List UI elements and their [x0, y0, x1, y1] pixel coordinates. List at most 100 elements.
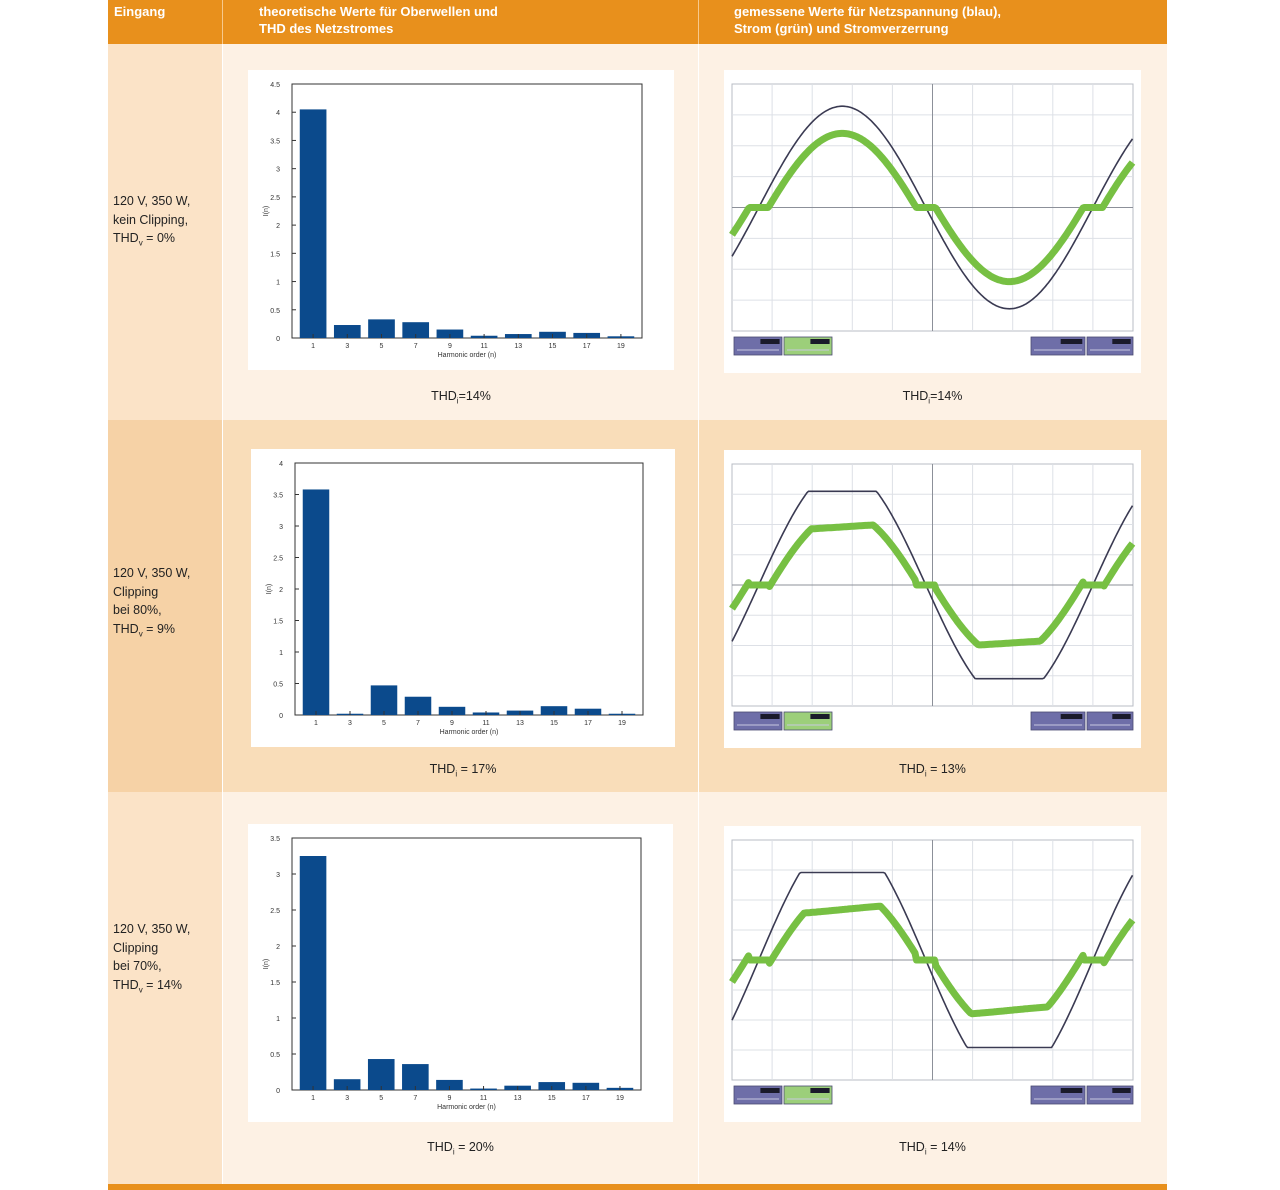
scope-status-time-inner — [1060, 339, 1083, 344]
table-header: Eingang theoretische Werte für Oberwelle… — [108, 0, 1167, 44]
x-tick-label: 19 — [616, 1095, 624, 1102]
bottom-bar — [108, 1184, 1167, 1190]
header-theory-line1: theoretische Werte für Oberwellen und — [259, 4, 498, 19]
header-input-text: Eingang — [114, 4, 166, 19]
x-axis-label: Harmonic order (n) — [440, 729, 499, 736]
bar-15 — [540, 706, 568, 715]
x-tick-label: 3 — [345, 343, 349, 350]
row-2-label-line2: Clipping — [113, 584, 159, 599]
bar-1 — [302, 489, 330, 715]
y-tick-label: 3.5 — [270, 138, 280, 145]
x-tick-label: 17 — [582, 1095, 590, 1102]
y-tick-label: 2 — [276, 223, 280, 230]
oscilloscope-waveform-1 — [729, 83, 1136, 356]
scope-status-trigger-inner — [1112, 339, 1131, 344]
x-tick-label: 15 — [550, 720, 558, 727]
row-3-theory-thd: THDi = 20% — [427, 1140, 494, 1157]
bar-9 — [436, 329, 464, 338]
x-tick-label: 3 — [345, 1095, 349, 1102]
voltage-trace — [731, 490, 1134, 680]
y-tick-label: 0.5 — [270, 308, 280, 315]
y-tick-label: 1 — [276, 280, 280, 287]
harmonics-bar-chart-1: 00.511.522.533.544.51 3 5 7 9 11 13 15 17 19Harmo… — [263, 82, 643, 359]
y-tick-label: 3.5 — [270, 836, 280, 843]
y-tick-label: 1.5 — [270, 980, 280, 987]
scope-status-ch1-inner — [760, 1088, 780, 1093]
row-1-label-line3: THDv = 0% — [113, 231, 176, 248]
oscilloscope-3 — [724, 826, 1141, 1122]
y-tick-label: 2 — [276, 944, 280, 951]
bar-9 — [438, 706, 466, 715]
y-tick-label: 0.5 — [273, 682, 283, 689]
scope-status-trigger-inner — [1112, 1088, 1131, 1093]
scope-status-ch1-inner — [760, 714, 780, 719]
row-3-label: 120 V, 350 W, Clipping bei 70%, THDv = 1… — [113, 920, 221, 1000]
x-tick-label: 1 — [314, 720, 318, 727]
y-tick-label: 2.5 — [270, 908, 280, 915]
row-1-label-line2: kein Clipping, — [113, 212, 189, 227]
plot-frame — [294, 462, 644, 716]
current-trace — [729, 129, 1136, 286]
y-tick-label: 1.5 — [273, 619, 283, 626]
bar-3 — [333, 325, 361, 338]
row-2-theory-thd: THDi = 17% — [429, 762, 497, 779]
scope-status-trigger-inner — [1112, 714, 1131, 719]
row-2-label: 120 V, 350 W, Clipping bei 80%, THDv = 9… — [113, 564, 221, 644]
x-tick-label: 13 — [516, 720, 524, 727]
x-tick-label: 17 — [583, 343, 591, 350]
current-trace — [729, 902, 1136, 1018]
x-tick-label: 11 — [480, 1095, 487, 1102]
table-row-1: 120 V, 350 W, kein Clipping, THDv = 0% 0… — [108, 44, 1167, 420]
y-tick-label: 0 — [279, 713, 283, 720]
row-1-label: 120 V, 350 W, kein Clipping, THDv = 0% — [113, 192, 221, 253]
row-3-label-line2: Clipping — [113, 940, 159, 955]
x-tick-label: 19 — [617, 343, 625, 350]
row-1-theory-thd: THDi=14% — [431, 389, 491, 406]
bar-1 — [299, 856, 327, 1090]
harmonics-chart-1: 0 0.5 1 1.5 2 2.5 3 3.5 4 4.5 1 3 5 7 9 11 13 15 17 19 Harmo… — [248, 70, 674, 370]
x-tick-label: 7 — [416, 720, 420, 727]
y-tick-label: 4 — [276, 110, 280, 117]
header-theory-line2: THD des Netzstromes — [259, 21, 394, 36]
bar-5 — [367, 1059, 395, 1090]
y-tick-label: 3.5 — [273, 493, 283, 500]
y-tick-label: 3 — [276, 872, 280, 879]
header-measured: gemessene Werte für Netzspannung (blau),… — [728, 0, 1167, 44]
scope-status-ch1-inner — [760, 339, 780, 344]
harmonics-table: Eingang theoretische Werte für Oberwelle… — [108, 0, 1167, 1190]
x-tick-label: 19 — [618, 720, 626, 727]
x-tick-label: 1 — [311, 343, 315, 350]
y-axis-label: I(n) — [263, 206, 270, 217]
y-tick-label: 1 — [276, 1016, 280, 1023]
row-2-label-line4: THDv = 9% — [113, 621, 176, 639]
x-tick-label: 5 — [379, 1095, 383, 1102]
plot-frame — [291, 83, 643, 339]
scope-status-ch2-inner — [810, 1088, 830, 1093]
scope-status-time-inner — [1060, 1088, 1083, 1093]
x-tick-label: 5 — [380, 343, 384, 350]
harmonics-chart-3: 0 0.5 1 1.5 2 2.5 3 3.5 1 3 5 7 9 11 13 15 17 19 Harmonic … — [248, 824, 673, 1122]
x-tick-label: 13 — [514, 1095, 522, 1102]
table-row-2: 120 V, 350 W, Clipping bei 80%, THDv = 9… — [108, 420, 1167, 792]
x-tick-label: 11 — [480, 343, 487, 350]
row-1-measured-thd: THDi=14% — [902, 389, 963, 406]
bar-9 — [436, 1079, 463, 1090]
x-tick-label: 17 — [584, 720, 592, 727]
row-3-measured-thd: THDi = 14% — [899, 1140, 966, 1157]
row-2-label-line3: bei 80%, — [113, 603, 162, 617]
y-tick-label: 1 — [279, 650, 283, 657]
x-tick-label: 9 — [450, 720, 454, 727]
oscilloscope-waveform-2 — [729, 463, 1136, 731]
harmonics-chart-2: 0 0.5 1 1.5 2 2.5 3 3.5 4 1 3 5 7 9 11 13 15 17 19 Harmonic… — [251, 449, 675, 747]
oscilloscope-waveform-3 — [729, 839, 1136, 1105]
x-tick-label: 5 — [382, 720, 386, 727]
row-2-measured-thd: THDi = 13% — [899, 762, 966, 779]
scope-status-time-inner — [1060, 714, 1083, 719]
harmonics-bar-chart-3: 00.511.522.533.51 3 5 7 9 11 13 15 17 19Harmonic … — [263, 836, 642, 1111]
bar-7 — [402, 1064, 429, 1090]
header-measured-line1: gemessene Werte für Netzspannung (blau), — [734, 4, 1002, 19]
y-tick-label: 0 — [276, 336, 280, 343]
row-3-label-line3: bei 70%, — [113, 959, 162, 973]
bar-7 — [404, 696, 432, 715]
table-row-3: 120 V, 350 W, Clipping bei 70%, THDv = 1… — [108, 792, 1167, 1184]
